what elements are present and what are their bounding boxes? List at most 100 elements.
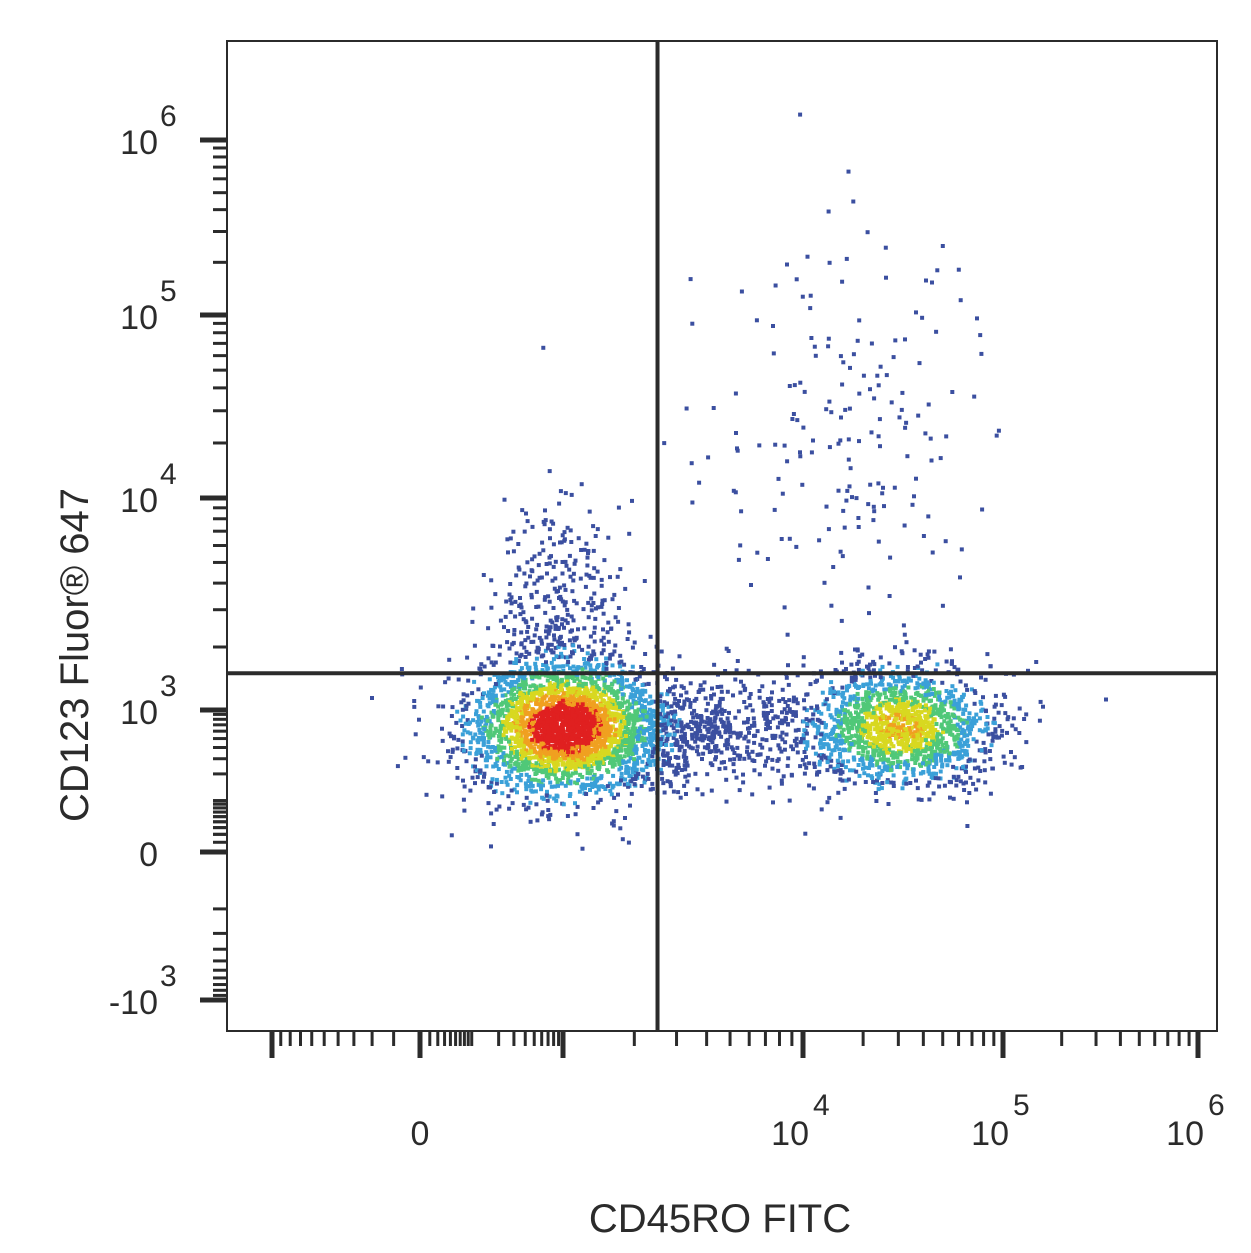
event-dot: [536, 733, 541, 738]
event-dot: [664, 761, 669, 766]
event-dot: [537, 675, 542, 680]
event-dot: [501, 677, 506, 682]
event-dot: [551, 694, 556, 699]
event-dot: [878, 732, 883, 736]
event-dot: [480, 735, 485, 740]
event-dot: [877, 765, 882, 770]
event-dot: [942, 746, 947, 750]
event-dot: [873, 673, 877, 678]
event-dot: [904, 781, 909, 786]
event-dot: [642, 705, 647, 709]
event-dot: [618, 736, 623, 741]
event-dot: [590, 781, 594, 786]
event-dot: [944, 689, 949, 693]
event-dot: [509, 682, 514, 687]
event-dot: [927, 758, 932, 762]
event-dot: [972, 701, 977, 706]
event-dot: [873, 688, 877, 693]
event-dot: [795, 701, 800, 706]
event-dot: [866, 707, 871, 712]
event-dot: [627, 774, 632, 778]
event-dot: [894, 716, 899, 721]
event-dot: [911, 707, 916, 712]
event-dot: [873, 791, 878, 795]
event-dot: [723, 743, 728, 748]
event-dot: [497, 748, 502, 753]
event-dot: [566, 714, 571, 719]
event-dot: [586, 712, 590, 716]
event-dot: [538, 706, 543, 711]
event-dot: [898, 752, 903, 757]
event-dot: [590, 714, 595, 719]
event-dot: [511, 710, 516, 715]
event-dot: [736, 709, 741, 714]
event-dot: [679, 721, 684, 726]
event-dot: [903, 761, 908, 766]
event-dot: [570, 718, 575, 723]
event-dot: [946, 725, 951, 730]
event-dot: [465, 718, 470, 723]
event-dot: [738, 753, 743, 758]
event-dot: [811, 745, 816, 750]
event-dot: [553, 784, 558, 789]
event-dot: [630, 740, 635, 745]
event-dot: [885, 750, 890, 755]
event-dot: [815, 706, 820, 711]
event-dot: [677, 699, 681, 703]
event-dot: [613, 755, 617, 760]
event-dot: [915, 709, 920, 714]
event-dot: [944, 758, 949, 763]
event-dot: [682, 783, 687, 788]
event-dot: [600, 707, 605, 712]
event-dot: [855, 740, 860, 745]
event-dot: [968, 775, 973, 780]
event-dot: [882, 691, 887, 696]
event-dot: [922, 708, 927, 713]
event-dot: [528, 756, 533, 761]
event-dot: [525, 761, 530, 766]
event-dot: [575, 702, 580, 707]
event-dot: [895, 725, 900, 730]
event-dot: [771, 716, 776, 721]
event-dot: [570, 742, 575, 747]
event-dot: [589, 724, 594, 729]
event-dot: [618, 747, 623, 752]
event-dot: [815, 770, 820, 775]
event-dot: [906, 763, 911, 768]
event-dot: [570, 690, 575, 695]
event-dot: [816, 753, 821, 758]
event-dot: [609, 738, 614, 742]
event-dot: [574, 718, 579, 723]
event-dot: [709, 788, 714, 793]
event-dot: [541, 720, 546, 725]
event-dot: [724, 777, 729, 782]
event-dot: [697, 724, 702, 729]
event-dot: [828, 737, 833, 741]
event-dot: [555, 780, 560, 785]
event-dot: [640, 692, 645, 697]
event-dot: [889, 741, 894, 746]
event-dot: [567, 690, 572, 695]
event-dot: [823, 699, 828, 704]
event-dot: [917, 682, 922, 687]
event-dot: [595, 760, 599, 765]
event-dot: [608, 789, 613, 793]
event-dot: [534, 766, 539, 771]
event-dot: [682, 699, 687, 704]
event-dot: [987, 749, 992, 753]
event-dot: [884, 695, 888, 700]
event-dot: [627, 630, 632, 635]
event-dot: [518, 778, 523, 783]
event-dot: [874, 748, 879, 753]
event-dot: [491, 709, 496, 713]
event-dot: [509, 708, 514, 713]
event-dot: [684, 690, 689, 695]
event-dot: [625, 699, 630, 704]
event-dot: [606, 755, 611, 760]
event-dot: [648, 787, 653, 792]
event-dot: [735, 659, 740, 663]
event-dot: [822, 737, 827, 741]
event-dot: [950, 732, 955, 737]
event-dot: [713, 727, 718, 731]
event-dot: [765, 755, 770, 760]
